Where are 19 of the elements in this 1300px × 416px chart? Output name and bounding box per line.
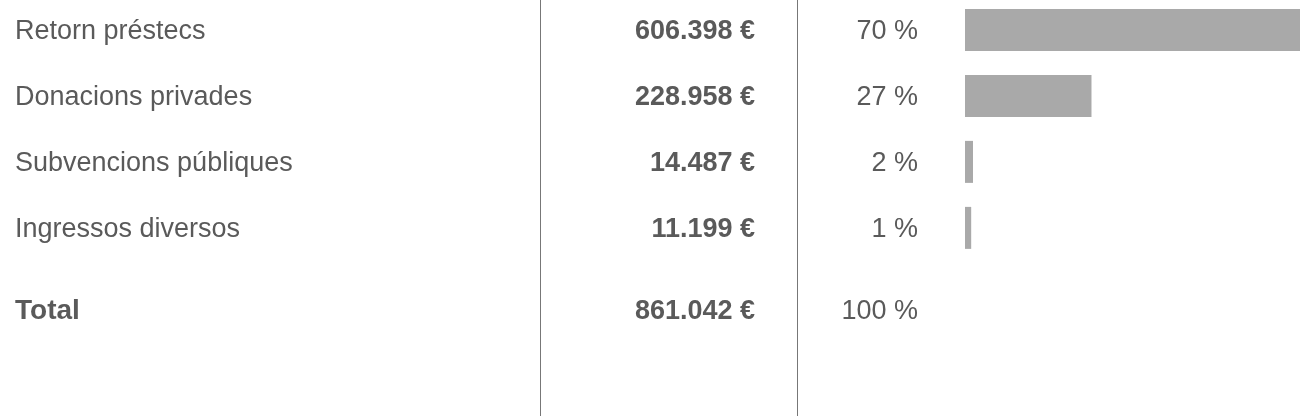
text: 2 % [871, 146, 918, 179]
y-tick-label: Donacions privades [15, 80, 253, 113]
y-tick-label: Subvencions públiques [15, 146, 293, 179]
data-label: 14.487 € [649, 146, 755, 179]
text: 70 % [856, 14, 918, 47]
text: 100 % [841, 294, 918, 327]
text: Total [15, 293, 80, 327]
y-tick-label: Ingressos diversos [15, 212, 241, 245]
text: 27 % [856, 80, 918, 113]
text: 861.042 € [634, 294, 755, 327]
data-label: 606.398 € [634, 14, 755, 47]
bar [965, 8, 1300, 51]
bar [965, 206, 972, 249]
data-label: 228.958 € [634, 80, 755, 113]
y-tick-label: Retorn préstecs [15, 14, 206, 47]
data-label: 11.199 € [651, 212, 755, 245]
bar [965, 74, 1092, 117]
bar [965, 140, 973, 183]
text: 1 % [871, 212, 918, 245]
